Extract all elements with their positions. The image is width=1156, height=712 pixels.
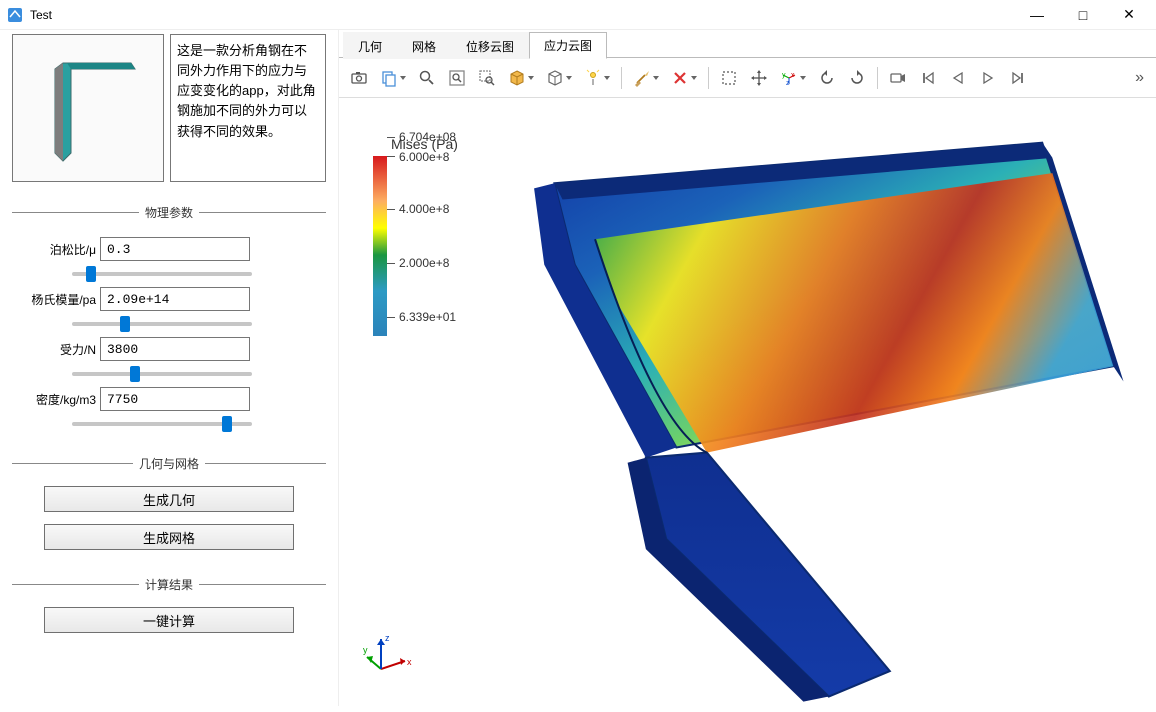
param-label: 泊松比/μ <box>12 241 100 258</box>
play-rev-icon[interactable] <box>944 64 972 92</box>
zoom-fit-icon[interactable] <box>443 64 471 92</box>
section-header-physics: 物理参数 <box>12 204 326 221</box>
param-input-0[interactable] <box>100 237 250 261</box>
generate-mesh-button[interactable]: 生成网格 <box>44 524 294 550</box>
close-button[interactable]: ✕ <box>1106 0 1152 30</box>
legend-tick: 6.000e+8 <box>387 150 449 164</box>
legend-tick: 4.000e+8 <box>387 202 449 216</box>
tab-2[interactable]: 位移云图 <box>451 32 529 59</box>
right-panel: 几何网格位移云图应力云图 yxz» <box>338 30 1156 706</box>
tab-3[interactable]: 应力云图 <box>529 32 607 59</box>
section-header-result: 计算结果 <box>12 576 326 593</box>
svg-text:y: y <box>363 645 368 655</box>
geometry-thumbnail <box>12 34 164 182</box>
section-label-physics: 物理参数 <box>145 204 193 221</box>
param-input-2[interactable] <box>100 337 250 361</box>
svg-text:z: z <box>385 633 390 643</box>
section-header-geom: 几何与网格 <box>12 455 326 472</box>
tab-0[interactable]: 几何 <box>343 32 397 59</box>
x-red-icon[interactable] <box>666 64 702 92</box>
legend-tick: 6.339e+01 <box>387 310 456 324</box>
generate-geometry-button[interactable]: 生成几何 <box>44 486 294 512</box>
param-slider-3[interactable] <box>72 422 252 426</box>
window-title: Test <box>30 8 52 22</box>
record-icon[interactable] <box>884 64 912 92</box>
rotate-cw-icon[interactable] <box>843 64 871 92</box>
minimize-button[interactable]: — <box>1014 0 1060 30</box>
compute-button[interactable]: 一键计算 <box>44 607 294 633</box>
left-panel: 这是一款分析角钢在不同外力作用下的应力与应变变化的app，对此角钢施加不同的外力… <box>0 30 338 706</box>
window-controls: — □ ✕ <box>1014 0 1152 30</box>
param-label: 杨氏模量/pa <box>12 291 100 308</box>
param-slider-0[interactable] <box>72 272 252 276</box>
description-text: 这是一款分析角钢在不同外力作用下的应力与应变变化的app，对此角钢施加不同的外力… <box>170 34 326 182</box>
param-label: 密度/kg/m3 <box>12 391 100 408</box>
color-legend: Mises (Pa) 6.704e+086.000e+84.000e+82.00… <box>373 136 458 336</box>
param-input-1[interactable] <box>100 287 250 311</box>
select-box-icon[interactable] <box>715 64 743 92</box>
param-input-3[interactable] <box>100 387 250 411</box>
section-label-result: 计算结果 <box>145 576 193 593</box>
tabs: 几何网格位移云图应力云图 <box>339 30 1156 58</box>
copy-icon[interactable] <box>375 64 411 92</box>
titlebar: Test — □ ✕ <box>0 0 1156 30</box>
broom-icon[interactable] <box>628 64 664 92</box>
param-slider-2[interactable] <box>72 372 252 376</box>
param-label: 受力/N <box>12 341 100 358</box>
legend-tick: 6.704e+08 <box>387 130 456 144</box>
cube-outline-icon[interactable] <box>541 64 577 92</box>
svg-text:x: x <box>407 657 412 667</box>
zoom-select-icon[interactable] <box>473 64 501 92</box>
orientation-triad: x y z <box>363 631 413 686</box>
cube-color-icon[interactable] <box>503 64 539 92</box>
param-slider-1[interactable] <box>72 322 252 326</box>
legend-bar <box>373 156 387 336</box>
maximize-button[interactable]: □ <box>1060 0 1106 30</box>
skip-last-icon[interactable] <box>1004 64 1032 92</box>
legend-tick: 2.000e+8 <box>387 256 449 270</box>
tab-1[interactable]: 网格 <box>397 32 451 59</box>
play-fwd-icon[interactable] <box>974 64 1002 92</box>
skip-first-icon[interactable] <box>914 64 942 92</box>
section-label-geom: 几何与网格 <box>139 455 199 472</box>
viewport-toolbar: yxz » <box>339 58 1156 98</box>
viewport[interactable]: Mises (Pa) 6.704e+086.000e+84.000e+82.00… <box>341 102 1154 704</box>
point-light-icon[interactable] <box>579 64 615 92</box>
app-icon <box>6 6 24 24</box>
rotate-ccw-icon[interactable] <box>813 64 841 92</box>
move-icon[interactable] <box>745 64 773 92</box>
zoom-icon[interactable] <box>413 64 441 92</box>
axes-rotate-icon[interactable]: yxz <box>775 64 811 92</box>
toolbar-overflow[interactable]: » <box>1129 69 1150 87</box>
fea-render <box>341 102 1154 712</box>
camera-icon[interactable] <box>345 64 373 92</box>
